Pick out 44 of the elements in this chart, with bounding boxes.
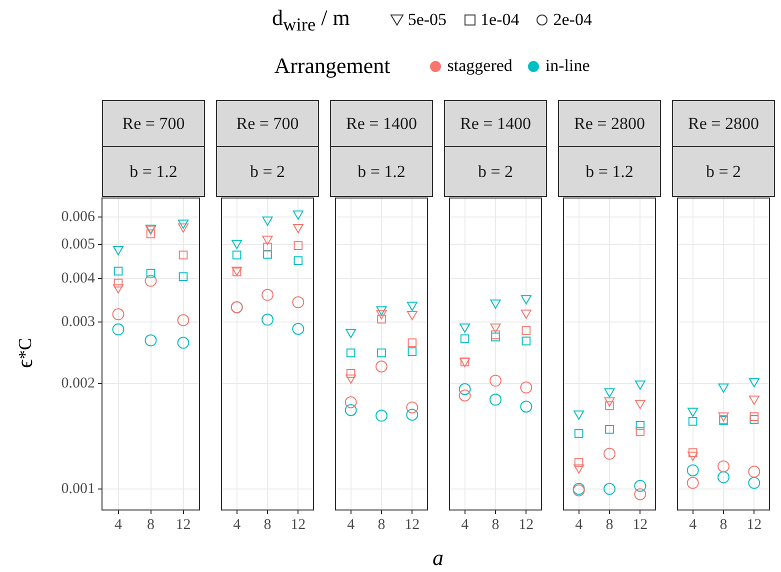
- chart-title: Re = 700: [216, 100, 319, 147]
- x-tick-label: 4: [233, 516, 242, 533]
- legend-label: 1e-04: [480, 10, 520, 30]
- x-tick-label: 8: [492, 516, 500, 533]
- x-tick-label: 4: [347, 516, 356, 533]
- y-tick-label: 0.003: [61, 314, 95, 330]
- chart-subtitle: b = 1.2: [330, 147, 433, 197]
- x-tick-label: 4: [689, 516, 698, 533]
- y-tick-label: 0.001: [61, 480, 95, 497]
- chart-title: Re = 700: [102, 100, 205, 147]
- x-tick-label: 12: [746, 516, 762, 533]
- chart-subtitle: b = 2: [672, 147, 775, 197]
- x-tick-label: 12: [518, 516, 534, 533]
- legend-label: 5e-05: [408, 10, 447, 30]
- legend-label: in-line: [545, 56, 590, 76]
- x-tick-label: 8: [147, 516, 154, 533]
- x-tick-label: 4: [461, 516, 470, 533]
- y-tick-label: 0.005: [61, 236, 95, 253]
- x-tick-label: 12: [404, 516, 420, 533]
- y-tick-label: 0.002: [61, 376, 95, 392]
- legend-title: d$_{wire}$ / m: [272, 4, 350, 36]
- chart-title: Re = 2800: [558, 100, 661, 147]
- chart-subtitle: b = 2: [444, 147, 547, 197]
- x-tick-label: 12: [176, 516, 191, 533]
- chart-subtitle: b = 1.2: [558, 147, 661, 197]
- x-tick-label: 8: [264, 516, 272, 533]
- x-tick-label: 8: [720, 516, 728, 533]
- x-axis-title: a: [432, 545, 444, 571]
- x-tick-label: 12: [632, 516, 648, 533]
- chart-title: Re = 2800: [672, 100, 775, 147]
- x-tick-label: 12: [290, 516, 306, 533]
- chart-subtitle: b = 1.2: [102, 147, 205, 197]
- x-tick-label: 4: [114, 516, 122, 533]
- x-tick-label: 8: [606, 516, 614, 533]
- chart-title: Re = 1400: [330, 100, 433, 147]
- chart-title: Re = 1400: [444, 100, 547, 147]
- y-tick-label: 0.006: [61, 208, 96, 225]
- y-tick-label: 0.004: [61, 270, 96, 286]
- x-tick-label: 4: [575, 516, 584, 533]
- legend-label: staggered: [447, 56, 512, 76]
- legend-title: Arrangement: [274, 53, 390, 79]
- chart-subtitle: b = 2: [216, 147, 319, 197]
- legend-label: 2e-04: [553, 10, 592, 30]
- x-tick-label: 8: [378, 516, 386, 533]
